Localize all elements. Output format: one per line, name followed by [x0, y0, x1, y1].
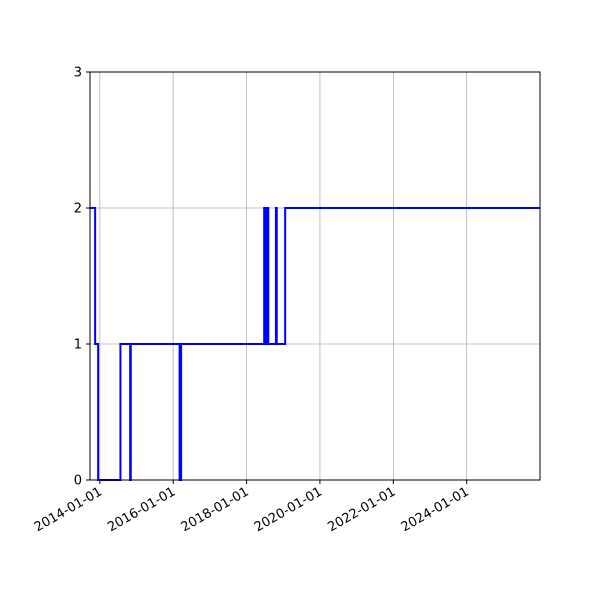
x-tick-label: 2020-01-01 — [252, 484, 325, 535]
x-tick-label: 2018-01-01 — [179, 484, 252, 535]
y-tick-label: 2 — [74, 202, 82, 217]
y-tick-label: 3 — [74, 66, 82, 81]
plot-frame — [89, 71, 541, 481]
x-tick-label: 2016-01-01 — [105, 484, 178, 535]
y-tick-label: 1 — [74, 338, 82, 353]
x-tick-label: 2022-01-01 — [325, 484, 398, 535]
grid-lines — [90, 71, 540, 481]
y-tick-label: 0 — [74, 474, 82, 489]
tick-marks — [86, 71, 468, 484]
x-tick-label: 2024-01-01 — [399, 484, 472, 535]
x-tick-label: 2014-01-01 — [32, 484, 105, 535]
